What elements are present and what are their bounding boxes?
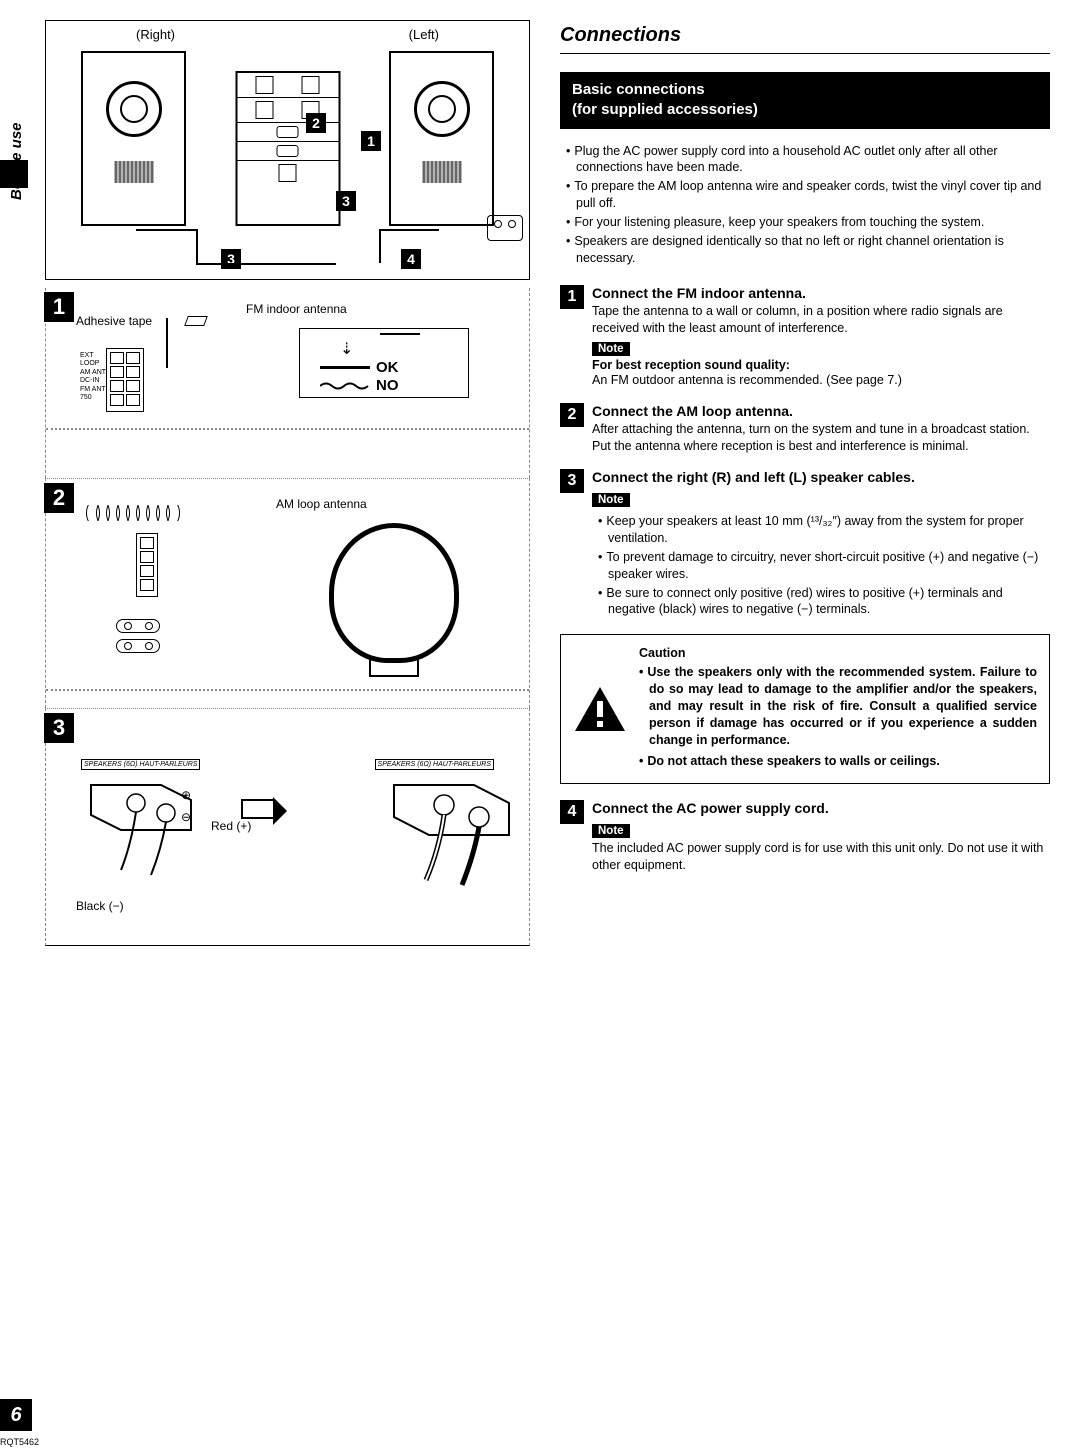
step-2-title: Connect the AM loop antenna. — [592, 403, 1050, 419]
diagram-fm-panel: 1 Adhesive tape FM indoor antenna EXT LO… — [45, 288, 530, 478]
step-3: 3 Connect the right (R) and left (L) spe… — [560, 469, 1050, 620]
red-label: Red (+) — [211, 819, 251, 833]
fm-wire — [166, 318, 168, 368]
panel-2-num: 2 — [44, 483, 74, 513]
step-3-bullet: Be sure to connect only positive (red) w… — [598, 585, 1050, 619]
section-title: Connections — [560, 20, 1050, 54]
am-loop-antenna — [329, 523, 459, 677]
note-label: Note — [592, 342, 630, 356]
note-label: Note — [592, 824, 630, 838]
right-speaker-label: (Right) — [136, 27, 175, 42]
terminal-text: EXT LOOP AM ANT DC-IN FM ANT 750 — [80, 352, 106, 402]
callout-3a: 3 — [221, 249, 241, 269]
intro-bullet: To prepare the AM loop antenna wire and … — [566, 178, 1050, 212]
left-speaker-label: (Left) — [409, 27, 439, 42]
arrow-icon — [241, 799, 275, 819]
step-4-title: Connect the AC power supply cord. — [592, 800, 1050, 816]
page-number: 6 — [0, 1399, 32, 1431]
ok-label: OK — [376, 359, 399, 376]
step-2: 2 Connect the AM loop antenna. After att… — [560, 403, 1050, 455]
speaker-left — [389, 51, 494, 226]
step-1: 1 Connect the FM indoor antenna. Tape th… — [560, 285, 1050, 390]
step-num-2: 2 — [560, 403, 584, 427]
svg-text:⊕: ⊕ — [181, 788, 191, 802]
main-unit — [235, 71, 340, 226]
callout-3b: 3 — [336, 191, 356, 211]
panel-3-num: 3 — [44, 713, 74, 743]
intro-bullet: For your listening pleasure, keep your s… — [566, 214, 1050, 231]
step-3-bullet: To prevent damage to circuitry, never sh… — [598, 549, 1050, 583]
fm-ok-box: ⇣ OK NO — [299, 328, 469, 398]
step-1-title: Connect the FM indoor antenna. — [592, 285, 1050, 301]
callout-1: 1 — [361, 131, 381, 151]
caution-item: Do not attach these speakers to walls or… — [639, 753, 1037, 770]
caution-item: Use the speakers only with the recommend… — [639, 664, 1037, 748]
basic-connections-header: Basic connections (for supplied accessor… — [560, 72, 1050, 129]
speaker-terminal-before: ⊕ ⊖ — [81, 775, 191, 855]
caution-box: Caution Use the speakers only with the r… — [560, 634, 1050, 784]
fm-antenna-label: FM indoor antenna — [246, 302, 347, 316]
diagram-speaker-panel: 3 SPEAKERS (6Ω) HAUT-PARLEURS SPEAKERS (… — [45, 708, 530, 946]
step-3-bullet: Keep your speakers at least 10 mm (¹³/₃₂… — [598, 513, 1050, 547]
warning-icon — [573, 645, 627, 773]
step-3-title: Connect the right (R) and left (L) speak… — [592, 469, 1050, 485]
am-terminals — [136, 533, 158, 597]
diagram-am-panel: 2 AM loop antenna — [45, 478, 530, 708]
antenna-terminals — [106, 348, 144, 412]
step-1-text: Tape the antenna to a wall or column, in… — [592, 303, 1050, 337]
step-1-note-bold: For best reception sound quality: — [592, 358, 1050, 372]
step-3-bullets: Keep your speakers at least 10 mm (¹³/₃₂… — [598, 513, 1050, 618]
callout-2: 2 — [306, 113, 326, 133]
doc-code: RQT5462 — [0, 1437, 39, 1447]
am-wire-coil — [86, 505, 196, 521]
step-1-note-text: An FM outdoor antenna is recommended. (S… — [592, 372, 1050, 389]
diagram-overview: (Right) (Left) 1 2 3 3 4 — [45, 20, 530, 280]
intro-bullet: Plug the AC power supply cord into a hou… — [566, 143, 1050, 177]
step-2-text: After attaching the antenna, turn on the… — [592, 421, 1050, 455]
adhesive-tape-label: Adhesive tape — [76, 314, 152, 328]
am-antenna-label: AM loop antenna — [276, 497, 367, 511]
step-num-3: 3 — [560, 469, 584, 493]
step-num-1: 1 — [560, 285, 584, 309]
black-label: Black (−) — [76, 899, 124, 913]
speaker-terminals-small — [116, 619, 160, 653]
side-label: Before use — [8, 122, 25, 200]
callout-4: 4 — [401, 249, 421, 269]
intro-bullets: Plug the AC power supply cord into a hou… — [566, 143, 1050, 267]
speaker-right — [81, 51, 186, 226]
no-label: NO — [376, 377, 399, 394]
wall-socket-icon — [487, 215, 523, 241]
caution-title: Caution — [639, 645, 1037, 662]
speaker-terminal-after — [384, 775, 494, 855]
panel-1-num: 1 — [44, 292, 74, 322]
speaker-terminal-label-r: SPEAKERS (6Ω) HAUT-PARLEURS — [375, 759, 494, 770]
svg-text:⊖: ⊖ — [181, 810, 191, 824]
step-num-4: 4 — [560, 800, 584, 824]
step-4: 4 Connect the AC power supply cord. Note… — [560, 800, 1050, 874]
note-label: Note — [592, 493, 630, 507]
intro-bullet: Speakers are designed identically so tha… — [566, 233, 1050, 267]
step-4-note: The included AC power supply cord is for… — [592, 840, 1050, 874]
speaker-terminal-label-l: SPEAKERS (6Ω) HAUT-PARLEURS — [81, 759, 200, 770]
